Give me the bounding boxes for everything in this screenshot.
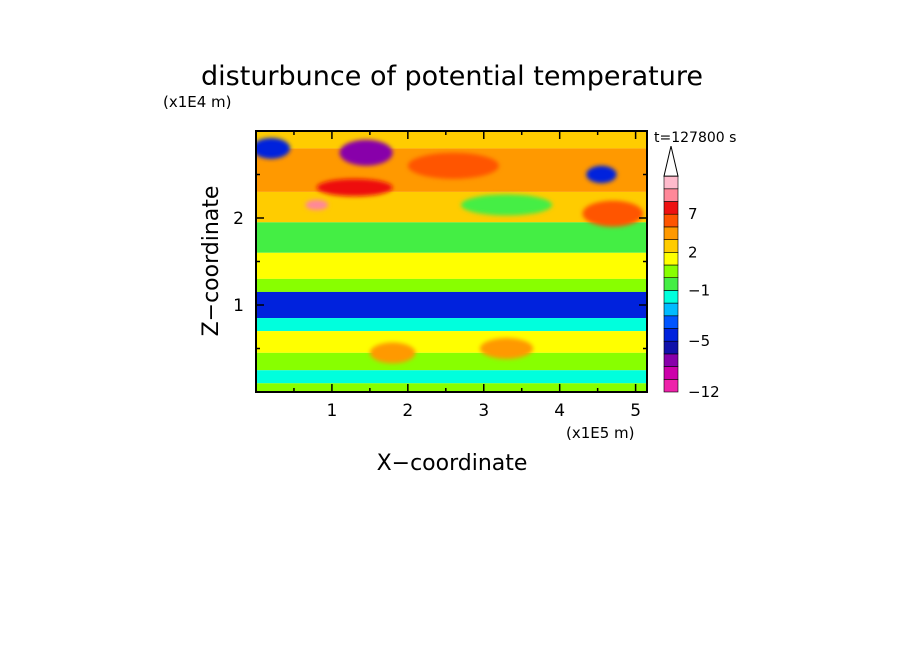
colorbar-tick-label: 2	[688, 243, 698, 261]
chart-title: disturbunce of potential temperature	[201, 61, 703, 92]
y-unit-label: (x1E4 m)	[163, 93, 232, 111]
contour-cell-0	[256, 137, 291, 159]
y-tick-label: 2	[233, 209, 244, 229]
x-tick-label: 4	[554, 401, 565, 421]
feature-layer	[256, 137, 644, 364]
x-unit-label: (x1E5 m)	[566, 424, 635, 442]
contour-band-5	[256, 278, 647, 292]
colorbar-swatch-13	[663, 213, 679, 228]
colorbar-swatch-8	[663, 277, 679, 291]
x-tick-label: 3	[478, 401, 489, 421]
contour-cell-1	[339, 139, 393, 166]
contour-band-3	[256, 222, 647, 253]
colorbar-swatch-7	[663, 290, 679, 304]
y-axis-label: Z−coordinate	[199, 186, 224, 337]
colorbar-swatch-14	[663, 201, 679, 215]
contour-band-0	[256, 131, 647, 149]
colorbar-swatch-10	[663, 252, 679, 266]
colorbar-swatch-2	[663, 353, 679, 367]
colorbar-swatch-4	[663, 328, 679, 342]
plot-field	[256, 131, 647, 392]
contour-cell-7	[582, 200, 644, 227]
x-tick-label: 5	[630, 401, 641, 421]
contour-cell-9	[479, 338, 534, 359]
colorbar-swatch-5	[663, 315, 679, 329]
colorbar-swatch-9	[663, 264, 679, 278]
x-axis: 1 2 3 4 5	[293, 131, 641, 421]
contour-cell-4	[316, 178, 393, 197]
contour-band-4	[256, 252, 647, 279]
colorbar-extend-arrow	[663, 145, 679, 177]
contour-band-9	[256, 352, 647, 371]
contour-cell-2	[586, 165, 617, 184]
contour-cell-8	[369, 342, 416, 364]
colorbar-swatch-3	[663, 340, 679, 355]
contour-band-8	[256, 331, 647, 353]
colorbar-swatch-6	[663, 302, 679, 317]
y-tick-label: 1	[233, 296, 244, 316]
x-tick-label: 1	[327, 401, 338, 421]
contour-cell-6	[460, 194, 553, 216]
y-axis: 12	[233, 173, 647, 350]
colorbar-swatch-12	[663, 226, 679, 240]
contour-cell-5	[305, 199, 329, 211]
colorbar-swatch-0	[663, 378, 679, 393]
colorbar-tick-label: −12	[688, 383, 720, 401]
colorbar-tick-label: −1	[688, 281, 710, 299]
time-label: t=127800 s	[654, 130, 736, 146]
colorbar-swatch-16	[663, 175, 679, 190]
contour-band-10	[256, 370, 647, 384]
colorbar: −12−5−127	[663, 145, 720, 401]
colorbar-swatch-1	[663, 366, 679, 380]
x-axis-label: X−coordinate	[377, 451, 528, 476]
x-tick-label: 2	[402, 401, 413, 421]
colorbar-swatch-11	[663, 239, 679, 253]
colorbar-swatch-15	[663, 188, 679, 202]
colorbar-tick-label: 7	[688, 205, 698, 223]
contour-band-11	[256, 383, 647, 392]
contour-band-7	[256, 318, 647, 332]
colorbar-tick-label: −5	[688, 332, 710, 350]
contour-cell-3	[407, 152, 499, 179]
contour-band-6	[256, 291, 647, 319]
